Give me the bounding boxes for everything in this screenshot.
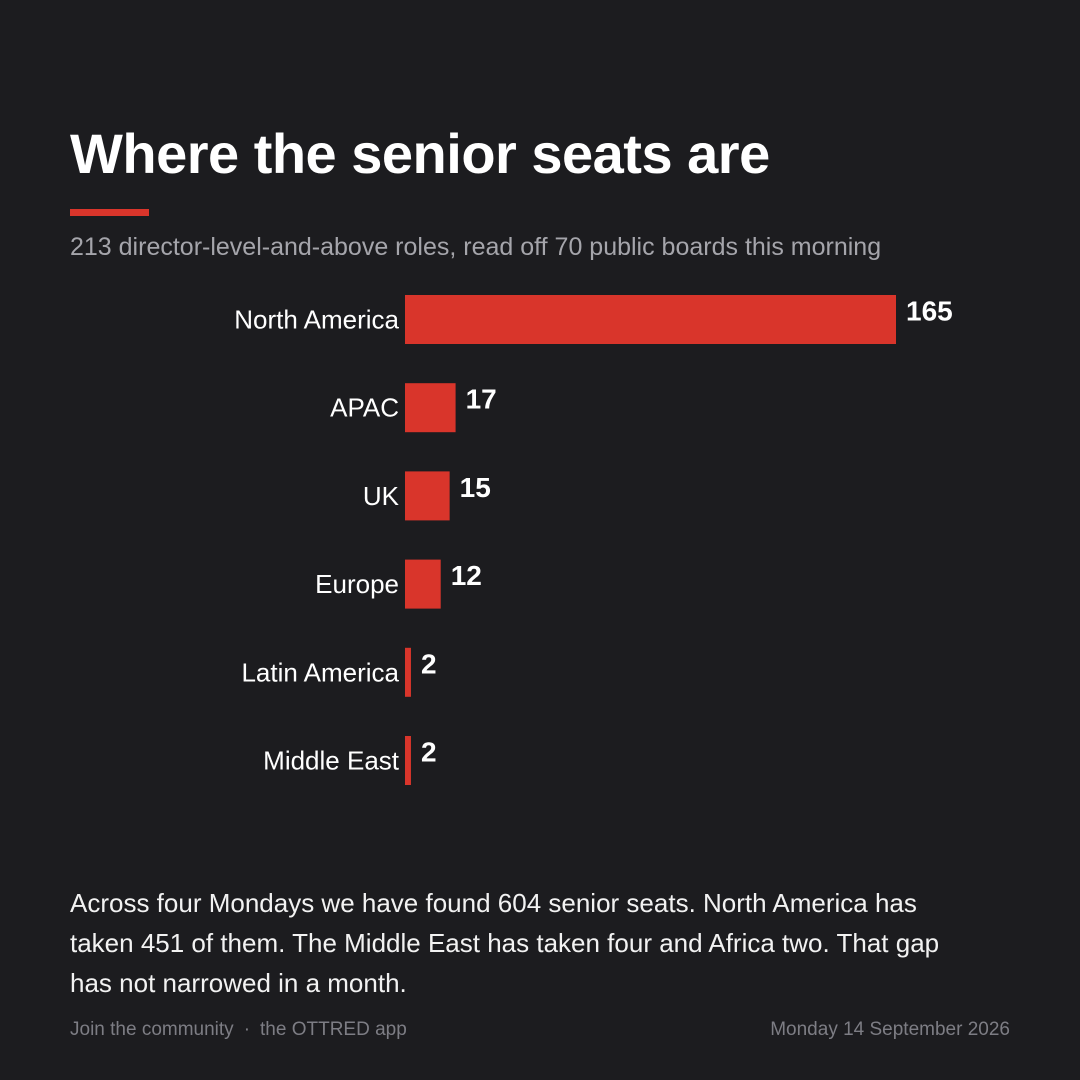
footer-separator: · [243,1019,251,1040]
data-label: 17 [466,384,497,415]
category-label: Europe [315,569,399,599]
join-community-link[interactable]: Join the community [70,1019,234,1040]
bar [405,559,441,609]
category-label: Latin America [241,657,399,687]
app-link[interactable]: the OTTRED app [260,1019,407,1040]
caption-text: Across four Mondays we have found 604 se… [70,888,940,998]
bar-chart: North America 165 APAC 17 UK 15 Europe 12 Latin … [234,295,953,785]
data-label: 2 [421,737,437,768]
chart-subtitle: 213 director-level-and-above roles, read… [70,233,882,261]
category-label: North America [234,305,399,335]
category-label: APAC [330,393,399,423]
data-label: 165 [906,296,953,327]
chart-title: Where the senior seats are [70,122,770,185]
footer-links: Join the community · the OTTRED app [70,1018,407,1042]
bar [405,647,411,697]
category-label: Middle East [263,746,400,776]
bar [405,471,450,521]
title-accent-rule [70,209,149,216]
category-label: UK [363,481,400,511]
bar [405,383,456,433]
data-label: 2 [421,648,437,679]
bar [405,736,411,785]
data-label: 15 [460,472,491,503]
bar [405,295,896,344]
footer-date: Monday 14 September 2026 [770,1019,1010,1040]
data-label: 12 [451,560,482,591]
